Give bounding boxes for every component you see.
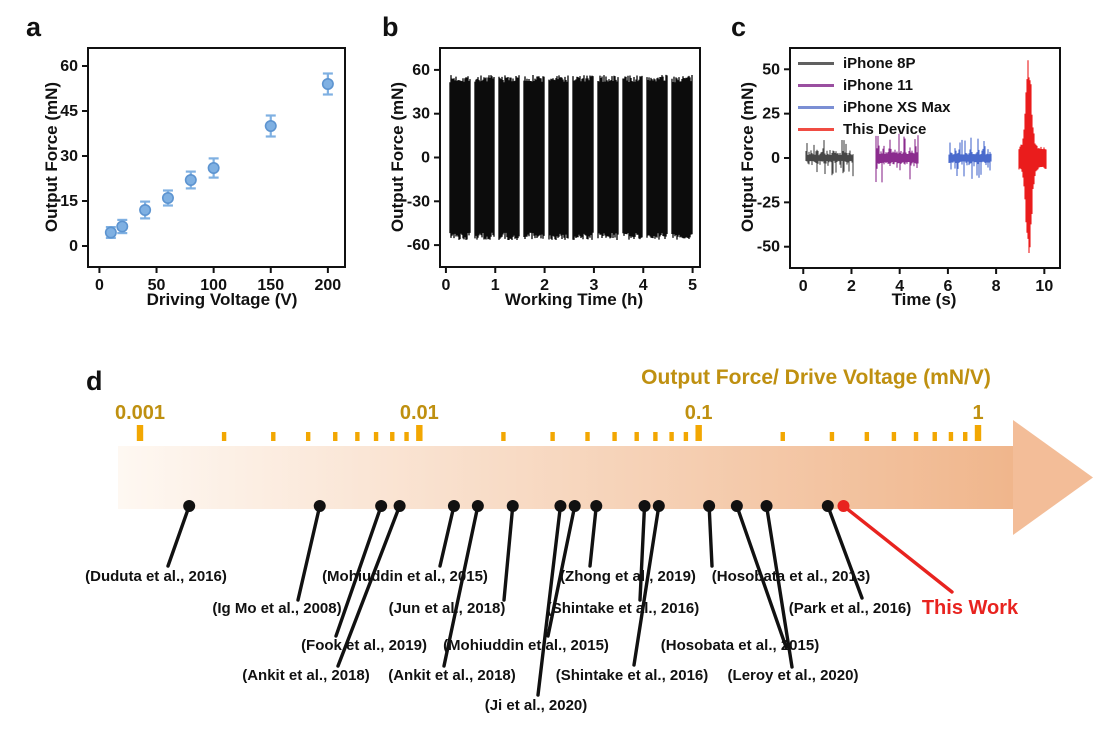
svg-text:30: 30: [60, 148, 78, 165]
panel-a-ylabel: Output Force (mN): [42, 81, 61, 233]
svg-text:0.1: 0.1: [685, 402, 713, 424]
svg-text:150: 150: [257, 277, 284, 294]
legend-label: iPhone 8P: [843, 54, 916, 72]
svg-text:4: 4: [895, 278, 904, 295]
svg-text:6: 6: [943, 278, 952, 295]
panel-d-letter: d: [86, 366, 103, 396]
panel-c-xlabel: Time (s): [891, 290, 957, 309]
panel-c-ylabel: Output Force (mN): [738, 81, 757, 233]
svg-text:(Ig Mo et al., 2008): (Ig Mo et al., 2008): [212, 600, 341, 617]
panel-c-legend: iPhone 8P iPhone 11 iPhone XS Max This D…: [798, 52, 951, 140]
legend-label: This Device: [843, 120, 927, 138]
svg-text:(Fook et al., 2019): (Fook et al., 2019): [301, 637, 427, 654]
svg-text:0: 0: [421, 150, 430, 167]
svg-text:8: 8: [992, 278, 1001, 295]
svg-text:(Park et al., 2016): (Park et al., 2016): [789, 600, 912, 617]
svg-text:(Hosobata et al., 2015): (Hosobata et al., 2015): [661, 637, 819, 654]
svg-text:0: 0: [799, 278, 808, 295]
svg-text:-25: -25: [757, 194, 780, 211]
svg-text:(Leroy et al., 2020): (Leroy et al., 2020): [728, 667, 859, 684]
svg-text:45: 45: [60, 103, 78, 120]
legend-item: This Device: [798, 118, 951, 140]
svg-text:(Duduta et al., 2016): (Duduta et al., 2016): [85, 568, 227, 585]
svg-text:-30: -30: [407, 193, 430, 210]
svg-text:25: 25: [762, 106, 780, 123]
legend-item: iPhone 8P: [798, 52, 951, 74]
svg-text:(Mohiuddin et al., 2015): (Mohiuddin et al., 2015): [443, 637, 609, 654]
legend-line-swatch: [798, 61, 834, 65]
svg-text:60: 60: [412, 62, 430, 79]
svg-text:(Mohiuddin et al., 2015): (Mohiuddin et al., 2015): [322, 568, 488, 585]
panel-b-letter: b: [382, 12, 399, 42]
svg-text:(Shintake et al., 2016): (Shintake et al., 2016): [556, 667, 709, 684]
svg-text:(Shintake et al., 2016): (Shintake et al., 2016): [547, 600, 700, 617]
legend-item: iPhone XS Max: [798, 96, 951, 118]
svg-text:4: 4: [639, 277, 648, 294]
legend-line-swatch: [798, 127, 834, 131]
svg-text:(Zhong et al., 2019): (Zhong et al., 2019): [560, 568, 696, 585]
legend-line-swatch: [798, 105, 834, 109]
svg-text:0: 0: [69, 238, 78, 255]
legend-label: iPhone 11: [843, 76, 914, 94]
svg-text:(Jun et al., 2018): (Jun et al., 2018): [389, 600, 506, 617]
svg-text:0.01: 0.01: [400, 402, 439, 424]
legend-item: iPhone 11: [798, 74, 951, 96]
svg-text:60: 60: [60, 58, 78, 75]
svg-text:1: 1: [491, 277, 500, 294]
svg-text:50: 50: [148, 277, 166, 294]
svg-text:10: 10: [1035, 278, 1053, 295]
panel-a-xlabel: Driving Voltage (V): [146, 290, 298, 309]
svg-text:1: 1: [972, 402, 983, 424]
panel-a-letter: a: [26, 12, 42, 42]
svg-text:50: 50: [762, 61, 780, 78]
legend-line-swatch: [798, 83, 834, 87]
svg-text:2: 2: [540, 277, 549, 294]
svg-text:100: 100: [200, 277, 227, 294]
panel-d-axis-title: Output Force/ Drive Voltage (mN/V): [641, 366, 991, 389]
svg-text:200: 200: [315, 277, 342, 294]
svg-text:(Ankit et al., 2018): (Ankit et al., 2018): [242, 667, 370, 684]
svg-text:0: 0: [441, 277, 450, 294]
svg-text:This Work: This Work: [922, 597, 1019, 619]
panel-b-ylabel: Output Force (mN): [388, 81, 407, 233]
svg-text:3: 3: [589, 277, 598, 294]
svg-text:0: 0: [771, 150, 780, 167]
svg-text:5: 5: [688, 277, 697, 294]
panel-b-xlabel: Working Time (h): [504, 290, 644, 309]
svg-text:-60: -60: [407, 237, 430, 254]
svg-text:-50: -50: [757, 239, 780, 256]
svg-text:30: 30: [412, 106, 430, 123]
svg-text:0.001: 0.001: [115, 402, 165, 424]
panel-c-letter: c: [731, 12, 747, 42]
svg-text:0: 0: [95, 277, 104, 294]
svg-text:(Ankit et al., 2018): (Ankit et al., 2018): [388, 667, 516, 684]
legend-label: iPhone XS Max: [843, 98, 951, 116]
svg-text:15: 15: [60, 193, 78, 210]
svg-text:(Hosobata et al., 2013): (Hosobata et al., 2013): [712, 568, 870, 585]
svg-text:2: 2: [847, 278, 856, 295]
svg-text:(Ji et al., 2020): (Ji et al., 2020): [485, 697, 588, 714]
